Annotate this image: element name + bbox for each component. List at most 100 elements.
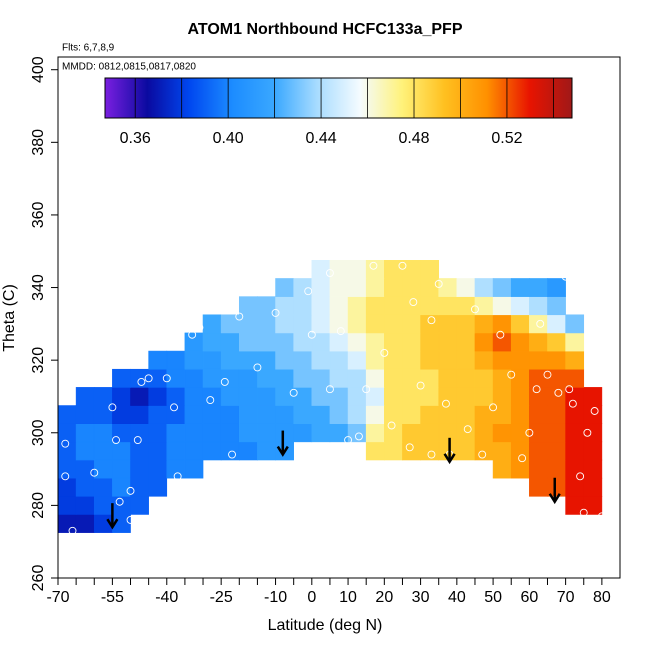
heat-cell — [238, 332, 258, 352]
heat-cell — [365, 405, 385, 424]
heat-cell — [438, 332, 458, 352]
heatmap — [57, 260, 603, 533]
heat-cell — [238, 441, 258, 461]
heat-cell — [547, 405, 566, 424]
sample-point — [507, 370, 516, 379]
heat-cell — [130, 441, 149, 461]
sample-point — [126, 515, 135, 524]
heat-cell — [93, 477, 113, 497]
heat-cell — [311, 332, 331, 352]
heat-cell — [257, 296, 276, 316]
heat-cell — [166, 368, 186, 388]
heat-cell — [547, 441, 566, 461]
heat-cell — [112, 441, 131, 461]
heat-cell — [492, 387, 512, 406]
heat-cell — [112, 387, 131, 406]
heat-cell — [456, 368, 476, 388]
heat-cell — [148, 441, 168, 461]
heat-cell — [438, 296, 458, 316]
heat-cell — [347, 350, 367, 370]
heat-cell — [347, 387, 367, 406]
sample-point — [307, 330, 316, 339]
heat-cell — [474, 314, 494, 334]
heat-cell — [384, 332, 403, 352]
colorbar-tick-label: 0.44 — [306, 130, 337, 147]
sample-point — [126, 486, 135, 495]
x-tick-label: -70 — [46, 589, 69, 606]
chart-title: ATOM1 Northbound HCFC133a_PFP — [188, 21, 463, 38]
sample-point — [554, 388, 563, 397]
x-tick-label: -55 — [101, 589, 124, 606]
heat-cell — [402, 314, 421, 334]
sample-point — [565, 385, 574, 394]
heat-cell — [148, 477, 168, 497]
heat-cell — [148, 387, 168, 406]
heat-cell — [202, 314, 222, 334]
y-tick-label: 280 — [30, 492, 47, 519]
heat-cell — [148, 350, 168, 370]
heat-cell — [565, 477, 585, 497]
sample-point — [325, 269, 334, 277]
sample-point — [304, 287, 313, 296]
sample-point — [576, 472, 585, 481]
heat-cell — [75, 387, 95, 406]
heat-cell — [148, 368, 168, 388]
colorbar-tick-label: 0.36 — [120, 130, 151, 147]
heat-cell — [510, 296, 530, 316]
heat-cell — [238, 314, 258, 334]
heat-cell — [420, 332, 440, 352]
heat-cell — [275, 350, 294, 370]
heat-cell — [474, 387, 494, 406]
heat-cell — [402, 278, 421, 297]
sample-point — [173, 472, 182, 481]
heat-cell — [166, 441, 186, 461]
heat-cell — [329, 350, 349, 370]
heat-cell — [492, 405, 512, 424]
y-tick-label: 260 — [30, 565, 47, 592]
sample-point — [188, 330, 197, 339]
heat-cell — [365, 387, 385, 406]
sample-point — [405, 443, 414, 452]
sample-point — [325, 385, 334, 394]
heat-cell — [420, 296, 440, 316]
sample-point — [398, 261, 407, 270]
heat-cell — [438, 314, 458, 334]
heat-cell — [365, 314, 385, 334]
heat-cell — [220, 423, 240, 443]
heat-cell — [529, 459, 548, 479]
heat-cell — [529, 332, 548, 352]
heat-cell — [257, 423, 276, 443]
heat-cell — [565, 405, 585, 424]
sample-point — [489, 403, 498, 412]
heat-cell — [529, 296, 548, 316]
x-tick-label: 30 — [412, 589, 430, 606]
sample-point — [162, 374, 171, 383]
flight-arrow — [276, 430, 289, 457]
heat-cell — [329, 314, 349, 334]
sample-point — [115, 497, 124, 506]
heat-cell — [238, 296, 258, 316]
sample-point — [68, 526, 77, 535]
sample-point — [369, 261, 378, 270]
heat-cell — [257, 350, 276, 370]
heat-cell — [510, 387, 530, 406]
x-tick-label: 10 — [339, 589, 357, 606]
heat-cell — [384, 278, 403, 297]
heat-cell — [347, 278, 367, 297]
sample-point — [442, 399, 450, 408]
heat-cell — [329, 368, 349, 388]
heat-cell — [202, 332, 222, 352]
sample-point — [228, 450, 236, 459]
heat-cell — [365, 278, 385, 297]
x-tick-label: -40 — [155, 589, 178, 606]
heat-cell — [384, 350, 403, 370]
heat-cell — [583, 423, 603, 443]
heat-cell — [492, 350, 512, 370]
heat-cell — [456, 278, 476, 297]
arrow-head — [443, 453, 456, 465]
arrow-head — [548, 493, 561, 505]
heat-cell — [583, 477, 603, 497]
heat-cell — [420, 423, 440, 443]
heat-cell — [202, 405, 222, 424]
plot-frame — [57, 56, 621, 579]
